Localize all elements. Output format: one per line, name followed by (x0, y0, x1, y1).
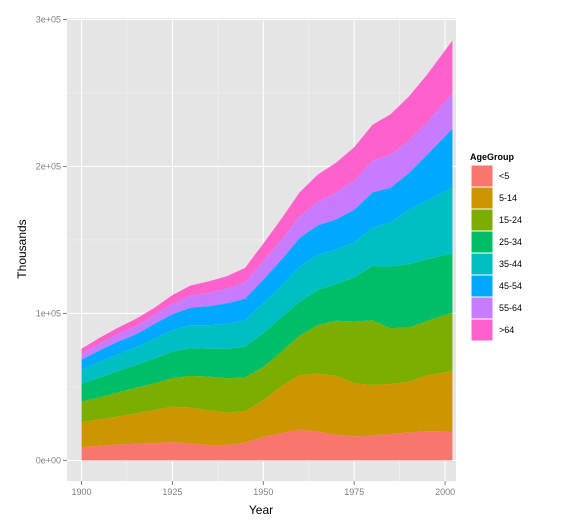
x-tick-label: 1975 (344, 487, 364, 497)
area-series-3 (81, 253, 453, 402)
x-tick-label: 2000 (435, 487, 455, 497)
legend: AgeGroup <5 5-14 15-24 25-34 35-44 45-54 55-64… (470, 152, 522, 342)
legend-key-2 (470, 208, 494, 232)
legend-key-5 (470, 274, 494, 298)
y-axis-title: Thousands (15, 219, 29, 278)
legend-label-5: 45-54 (499, 281, 522, 291)
x-axis-title: Year (249, 503, 273, 517)
legend-label-1: 5-14 (499, 193, 517, 203)
x-tick-label: 1900 (72, 487, 92, 497)
legend-label-3: 25-34 (499, 237, 522, 247)
legend-key-4 (470, 252, 494, 276)
area-series-0 (81, 429, 453, 461)
legend-key-3 (470, 230, 494, 254)
legend-key-1 (470, 186, 494, 210)
legend-label-6: 55-64 (499, 303, 522, 313)
legend-key-7 (470, 318, 494, 342)
legend-key-6 (470, 296, 494, 320)
legend-label-2: 15-24 (499, 215, 522, 225)
y-tick-label: 1e+05 (36, 308, 61, 318)
x-tick-label: 1925 (162, 487, 182, 497)
x-tick-label: 1950 (253, 487, 273, 497)
area-series-4 (81, 187, 453, 384)
legend-label-7: >64 (499, 325, 514, 335)
legend-label-4: 35-44 (499, 259, 522, 269)
y-axis: 0e+00 1e+05 2e+05 3e+05 (36, 14, 67, 465)
y-tick-label: 0e+00 (36, 455, 61, 465)
legend-key-0 (470, 164, 494, 188)
legend-title: AgeGroup (470, 152, 515, 162)
x-axis: 1900 1925 1950 1975 2000 (72, 481, 455, 497)
legend-label-0: <5 (499, 171, 509, 181)
y-tick-label: 3e+05 (36, 14, 61, 24)
y-tick-label: 2e+05 (36, 161, 61, 171)
area-series-1 (81, 371, 453, 448)
stacked-areas (81, 40, 453, 461)
area-series-5 (81, 128, 453, 370)
area-series-2 (81, 312, 453, 423)
